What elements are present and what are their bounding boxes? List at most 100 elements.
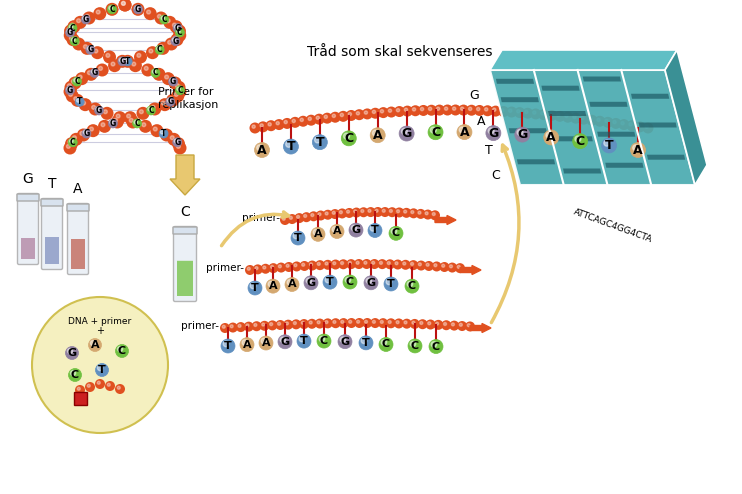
Circle shape xyxy=(346,110,357,121)
Text: G: G xyxy=(352,225,361,235)
Text: G: G xyxy=(88,45,93,54)
Circle shape xyxy=(221,339,235,353)
Circle shape xyxy=(354,210,357,213)
Circle shape xyxy=(94,106,104,115)
Circle shape xyxy=(163,131,167,135)
Circle shape xyxy=(348,261,352,264)
Circle shape xyxy=(99,66,102,70)
Circle shape xyxy=(508,109,512,112)
Circle shape xyxy=(388,321,391,324)
Circle shape xyxy=(429,339,443,354)
Circle shape xyxy=(447,262,457,273)
Circle shape xyxy=(442,105,453,116)
Circle shape xyxy=(604,140,610,146)
Circle shape xyxy=(517,129,523,135)
Circle shape xyxy=(401,208,411,218)
Circle shape xyxy=(280,215,290,225)
Text: ATTCAGC4GG4CTA: ATTCAGC4GG4CTA xyxy=(573,207,654,244)
Circle shape xyxy=(404,108,407,111)
Circle shape xyxy=(533,111,536,114)
Circle shape xyxy=(412,321,415,324)
Text: A: A xyxy=(633,143,643,157)
Circle shape xyxy=(253,264,263,274)
Circle shape xyxy=(105,3,119,16)
Circle shape xyxy=(461,107,464,110)
Circle shape xyxy=(323,210,333,220)
Polygon shape xyxy=(647,155,685,160)
Circle shape xyxy=(65,28,75,37)
Circle shape xyxy=(111,62,115,66)
Circle shape xyxy=(370,108,381,119)
Text: G: G xyxy=(174,138,180,147)
Circle shape xyxy=(263,266,266,269)
Circle shape xyxy=(645,125,649,128)
Circle shape xyxy=(129,119,133,123)
Circle shape xyxy=(436,322,439,325)
Circle shape xyxy=(319,336,325,342)
Circle shape xyxy=(315,260,325,270)
Circle shape xyxy=(324,115,327,119)
Circle shape xyxy=(248,281,262,295)
Text: C: C xyxy=(432,341,440,352)
Circle shape xyxy=(493,108,496,111)
Circle shape xyxy=(618,119,629,130)
Circle shape xyxy=(139,110,143,114)
Text: G: G xyxy=(488,126,499,140)
Text: A: A xyxy=(477,115,486,128)
Circle shape xyxy=(311,227,325,241)
Text: G: G xyxy=(22,172,33,186)
Text: G: G xyxy=(83,129,90,138)
Circle shape xyxy=(325,321,328,324)
Circle shape xyxy=(96,10,100,14)
Circle shape xyxy=(175,140,179,144)
Circle shape xyxy=(103,110,108,114)
Circle shape xyxy=(467,324,470,327)
Text: C: C xyxy=(118,346,126,356)
Circle shape xyxy=(309,211,318,221)
Circle shape xyxy=(177,29,180,33)
Circle shape xyxy=(468,107,472,111)
Circle shape xyxy=(68,77,82,89)
Text: G: G xyxy=(67,86,73,95)
Circle shape xyxy=(416,209,426,219)
Circle shape xyxy=(294,264,297,267)
Circle shape xyxy=(144,7,157,20)
Circle shape xyxy=(346,259,356,269)
Circle shape xyxy=(364,261,367,264)
Circle shape xyxy=(153,68,165,81)
Circle shape xyxy=(132,62,136,66)
Circle shape xyxy=(370,226,375,231)
Circle shape xyxy=(571,113,581,124)
Circle shape xyxy=(482,105,493,116)
Circle shape xyxy=(87,46,91,50)
Text: A: A xyxy=(269,281,278,291)
Circle shape xyxy=(405,279,419,293)
Circle shape xyxy=(100,107,114,120)
Circle shape xyxy=(68,369,82,381)
Circle shape xyxy=(515,127,530,142)
Text: Primer for: Primer for xyxy=(158,87,214,97)
Circle shape xyxy=(394,207,404,217)
Circle shape xyxy=(633,145,639,151)
Text: A: A xyxy=(314,229,322,239)
Circle shape xyxy=(82,101,85,105)
Circle shape xyxy=(70,133,82,146)
Text: C: C xyxy=(70,138,76,147)
Text: T: T xyxy=(362,338,370,348)
Circle shape xyxy=(90,68,99,78)
Circle shape xyxy=(323,318,332,329)
Circle shape xyxy=(75,41,79,44)
Circle shape xyxy=(32,297,168,433)
Circle shape xyxy=(490,106,501,117)
Circle shape xyxy=(166,94,179,107)
Circle shape xyxy=(75,385,85,395)
Text: G: G xyxy=(170,77,176,86)
Circle shape xyxy=(411,210,414,213)
Circle shape xyxy=(267,321,278,330)
Circle shape xyxy=(372,110,375,114)
FancyBboxPatch shape xyxy=(174,227,197,301)
Circle shape xyxy=(341,320,344,324)
Circle shape xyxy=(426,105,437,116)
Circle shape xyxy=(427,322,431,325)
Circle shape xyxy=(108,6,112,10)
